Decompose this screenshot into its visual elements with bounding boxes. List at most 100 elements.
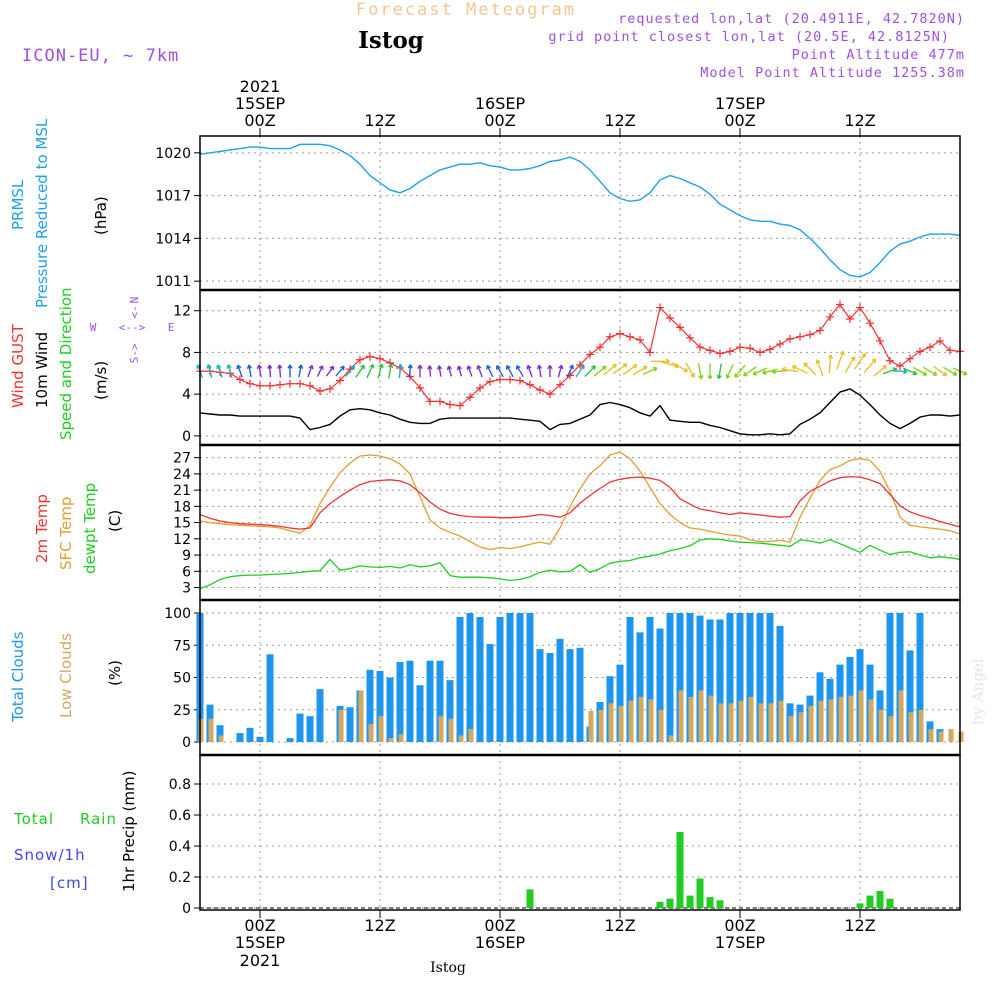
ytick-label: 1017: [155, 189, 191, 205]
total-clouds-bar: [266, 654, 274, 742]
total-clouds-bar: [716, 619, 724, 742]
low-clouds-bar: [898, 690, 904, 742]
total-clouds-bar: [236, 733, 244, 742]
gust-marker: [806, 330, 814, 339]
gust-marker: [456, 401, 464, 410]
total-clouds-bar: [916, 613, 924, 742]
wind-direction-arrow: [316, 365, 324, 377]
compass-west: W: [90, 321, 97, 334]
panel-wind: 0 4 8 12: [173, 290, 960, 445]
ytick-label: 25: [173, 703, 191, 719]
total-clouds-bar: [656, 628, 664, 742]
gust-marker: [866, 319, 874, 328]
wind-units: (m/s): [92, 361, 110, 400]
low-clouds-bar: [208, 718, 214, 742]
low-clouds-bar: [748, 696, 754, 742]
ytick-label: 12: [173, 304, 191, 320]
wind-direction-arrow: [216, 364, 223, 378]
wind-direction-arrow: [566, 364, 574, 378]
panel-pressure: 1011 1014 1017 1020: [155, 136, 960, 290]
gust-marker: [316, 387, 324, 396]
wind-direction-arrow: [417, 364, 423, 378]
low-clouds-bar: [828, 699, 834, 742]
total-clouds-bar: [676, 613, 684, 742]
rain-bar: [666, 898, 674, 908]
gust-marker: [246, 379, 254, 388]
station-name: Istog: [358, 27, 424, 54]
gust-marker: [646, 348, 654, 357]
ytick-label: 12: [173, 532, 191, 548]
ytick-label: 15: [173, 516, 191, 532]
wind-direction-arrow: [742, 366, 757, 377]
low-clouds-bar: [448, 718, 454, 742]
rain-bar: [706, 897, 714, 908]
rain-bar: [526, 889, 534, 908]
total-clouds-bar: [766, 613, 774, 742]
sfc-temp-line: [199, 451, 961, 551]
xtick-hour-bottom: 00Z: [724, 916, 755, 935]
xtick-hour-bottom: 12Z: [364, 916, 395, 935]
ytick-label: 18: [173, 499, 191, 515]
total-clouds-bar: [456, 616, 464, 742]
total-clouds-bar: [346, 707, 354, 742]
wind-direction-arrow: [388, 363, 394, 379]
rain-bar: [676, 832, 684, 908]
wind-direction-arrow: [277, 364, 283, 378]
wind-direction-arrow: [267, 364, 273, 378]
ytick-label: 1020: [155, 146, 191, 162]
rain-bar: [696, 878, 704, 908]
temp-units: (C): [106, 510, 124, 532]
ytick-label: 1014: [155, 231, 191, 247]
total-clouds-bar: [446, 680, 454, 742]
gust-marker: [336, 376, 344, 385]
wind-direction-arrow: [325, 365, 335, 377]
low-clouds-bar: [928, 729, 934, 742]
wind-direction-arrow: [256, 364, 263, 378]
gust-marker: [426, 397, 434, 406]
requested-coords: requested lon,lat (20.4911E, 42.7820N): [618, 11, 965, 27]
low-clouds-bar: [618, 705, 624, 742]
wind-direction-arrow: [526, 364, 533, 378]
xtick-date-bottom: 17SEP: [715, 933, 766, 952]
wind-direction-arrow: [942, 366, 958, 376]
low-clouds-label: Low Clouds: [57, 633, 75, 718]
wind-direction-arrow: [827, 354, 834, 374]
wind-direction-arrow: [246, 364, 253, 378]
panel-precip: 0 0.2 0.4 0.6 0.8: [169, 755, 960, 917]
low-clouds-bar: [398, 734, 404, 742]
wind-direction-arrow: [632, 365, 648, 376]
wind-direction-arrow: [697, 363, 704, 380]
total-clouds-bar: [216, 725, 224, 742]
total-clouds-bar: [896, 613, 904, 742]
rain-bar: [716, 900, 724, 909]
wind-direction-arrow: [335, 365, 345, 377]
low-clouds-bar: [958, 731, 964, 742]
pressure-line: [199, 143, 961, 278]
total-clouds-bar: [406, 660, 414, 742]
snow-label: Snow/1h: [14, 846, 86, 864]
xtick-hour-bottom: 12Z: [604, 916, 635, 935]
low-clouds-bar: [808, 705, 814, 742]
low-clouds-bar: [468, 729, 474, 742]
wind-direction-label: Speed and Direction: [57, 287, 75, 440]
wind-direction-arrow: [781, 366, 799, 373]
gust-marker: [856, 303, 864, 312]
gust-marker: [356, 355, 364, 364]
gust-marker: [776, 340, 784, 349]
wind-direction-arrow: [407, 364, 413, 378]
low-clouds-bar: [658, 709, 664, 743]
low-clouds-bar: [698, 690, 704, 742]
wind-direction-arrow: [771, 368, 788, 375]
footer-station: Istog: [430, 960, 466, 976]
xtick-date-bottom: 16SEP: [475, 933, 526, 952]
wind-direction-arrow: [707, 363, 713, 380]
compass-east: E: [168, 321, 175, 334]
total-clouds-bar: [366, 669, 374, 742]
ytick-label: 8: [182, 345, 191, 361]
low-clouds-bar: [438, 716, 444, 742]
dewpt-label: dewpt Temp: [81, 483, 99, 574]
wind-direction-arrow: [476, 364, 483, 378]
wind-direction-arrow: [672, 362, 689, 373]
low-clouds-bar: [738, 700, 744, 742]
ytick-label: 4: [182, 387, 191, 403]
